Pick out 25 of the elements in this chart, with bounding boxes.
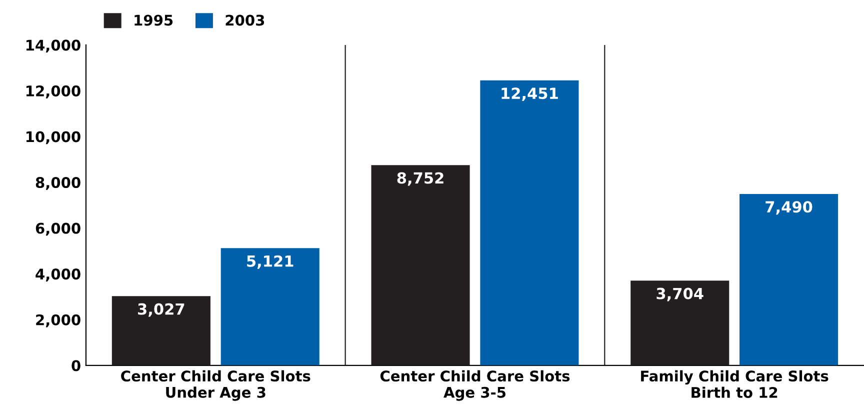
data-label: 7,490 — [766, 201, 812, 215]
y-tick-label: 12,000 — [26, 85, 80, 98]
data-label: 8,752 — [397, 172, 444, 186]
y-tick-label: 0 — [72, 360, 80, 372]
bar — [220, 248, 320, 366]
bar — [630, 280, 730, 366]
data-label: 3,704 — [656, 288, 704, 302]
y-tick-label: 6,000 — [36, 222, 80, 236]
x-tick-label: Center Child Care Slots Under Age 3 — [121, 370, 310, 401]
data-label: 5,121 — [247, 255, 294, 269]
data-label: 12,451 — [502, 88, 558, 102]
legend-label: 1995 — [134, 14, 173, 26]
x-tick-label: Center Child Care Slots Age 3-5 — [380, 370, 570, 401]
bar — [740, 194, 838, 366]
legend-label: 2003 — [226, 14, 264, 26]
y-tick-label: 14,000 — [26, 40, 80, 53]
bar — [112, 296, 210, 366]
y-tick-label: 8,000 — [36, 176, 80, 190]
bar — [480, 80, 579, 366]
y-tick-label: 10,000 — [26, 131, 80, 144]
bar — [371, 165, 470, 366]
data-label: 3,027 — [138, 303, 184, 317]
y-tick-label: 2,000 — [36, 314, 80, 328]
x-tick-label: Family Child Care Slots Birth to 12 — [641, 370, 828, 398]
y-tick-label: 4,000 — [36, 268, 80, 282]
